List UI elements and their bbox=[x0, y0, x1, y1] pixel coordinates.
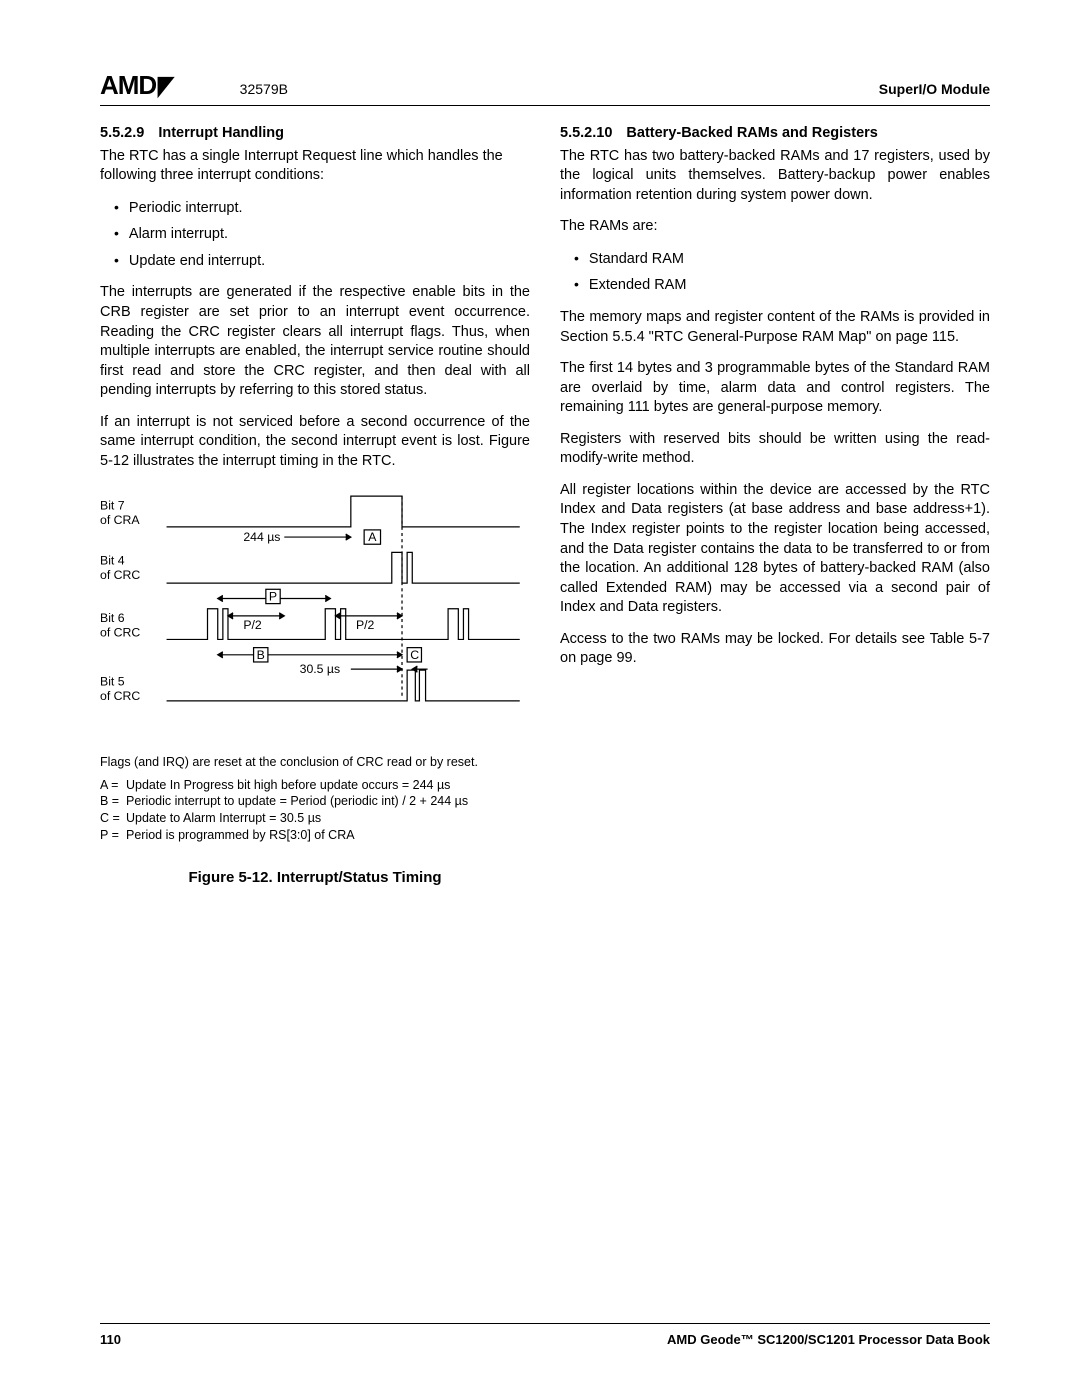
para: The RTC has two battery-backed RAMs and … bbox=[560, 147, 990, 206]
section-number: 5.5.2.9 bbox=[100, 124, 144, 144]
section-heading-right: 5.5.2.10 Battery-Backed RAMs and Register… bbox=[560, 124, 990, 144]
section-heading-left: 5.5.2.9 Interrupt Handling bbox=[100, 124, 530, 144]
svg-text:A: A bbox=[368, 531, 377, 545]
svg-text:Bit 6: Bit 6 bbox=[100, 611, 125, 625]
page-header: AMD◤ 32579B SuperI/O Module bbox=[100, 70, 990, 106]
timing-diagram-svg: Bit 7 of CRA 244 µs A Bit 4 of CRC bbox=[100, 491, 530, 737]
para: The RTC has a single Interrupt Request l… bbox=[100, 147, 530, 186]
doc-number: 32579B bbox=[240, 81, 288, 97]
svg-text:P: P bbox=[269, 590, 277, 604]
figure-caption: Figure 5-12. Interrupt/Status Timing bbox=[100, 868, 530, 888]
header-left: AMD◤ 32579B bbox=[100, 70, 288, 101]
svg-text:30.5 µs: 30.5 µs bbox=[300, 663, 340, 677]
figure-notes: Flags (and IRQ) are reset at the conclus… bbox=[100, 754, 530, 844]
section-title: Interrupt Handling bbox=[158, 125, 284, 141]
bullet-list: Periodic interrupt. Alarm interrupt. Upd… bbox=[114, 198, 530, 272]
figure-note: Flags (and IRQ) are reset at the conclus… bbox=[100, 754, 530, 771]
right-column: 5.5.2.10 Battery-Backed RAMs and Register… bbox=[560, 124, 990, 888]
svg-text:of CRC: of CRC bbox=[100, 568, 140, 582]
list-item: Standard RAM bbox=[574, 249, 990, 270]
svg-text:of CRA: of CRA bbox=[100, 513, 140, 527]
para: Registers with reserved bits should be w… bbox=[560, 430, 990, 469]
para: The first 14 bytes and 3 programmable by… bbox=[560, 359, 990, 418]
bullet-list: Standard RAM Extended RAM bbox=[574, 249, 990, 296]
section-number: 5.5.2.10 bbox=[560, 124, 612, 144]
svg-text:Bit 7: Bit 7 bbox=[100, 499, 125, 513]
figure-note: A =Update In Progress bit high before up… bbox=[100, 777, 530, 794]
para: The RAMs are: bbox=[560, 217, 990, 237]
list-item: Extended RAM bbox=[574, 275, 990, 296]
figure-note: C =Update to Alarm Interrupt = 30.5 µs bbox=[100, 810, 530, 827]
svg-text:of CRC: of CRC bbox=[100, 689, 140, 703]
module-title: SuperI/O Module bbox=[879, 81, 990, 97]
page: AMD◤ 32579B SuperI/O Module 5.5.2.9 Inter… bbox=[0, 0, 1080, 938]
figure-note: B =Periodic interrupt to update = Period… bbox=[100, 793, 530, 810]
content-columns: 5.5.2.9 Interrupt Handling The RTC has a … bbox=[100, 124, 990, 888]
svg-text:of CRC: of CRC bbox=[100, 626, 140, 640]
svg-text:244 µs: 244 µs bbox=[243, 531, 280, 545]
list-item: Alarm interrupt. bbox=[114, 224, 530, 245]
para: The memory maps and register content of … bbox=[560, 308, 990, 347]
list-item: Update end interrupt. bbox=[114, 251, 530, 272]
svg-text:Bit 5: Bit 5 bbox=[100, 675, 125, 689]
svg-text:Bit 4: Bit 4 bbox=[100, 554, 125, 568]
book-title: AMD Geode™ SC1200/SC1201 Processor Data … bbox=[667, 1332, 990, 1347]
para: The interrupts are generated if the resp… bbox=[100, 283, 530, 400]
section-title: Battery-Backed RAMs and Registers bbox=[626, 125, 877, 141]
para: Access to the two RAMs may be locked. Fo… bbox=[560, 630, 990, 669]
para: If an interrupt is not serviced before a… bbox=[100, 413, 530, 472]
page-number: 110 bbox=[100, 1332, 121, 1347]
figure-5-12: Bit 7 of CRA 244 µs A Bit 4 of CRC bbox=[100, 491, 530, 888]
svg-text:P/2: P/2 bbox=[356, 619, 375, 633]
svg-text:C: C bbox=[410, 648, 419, 662]
left-column: 5.5.2.9 Interrupt Handling The RTC has a … bbox=[100, 124, 530, 888]
svg-text:B: B bbox=[257, 648, 265, 662]
para: All register locations within the device… bbox=[560, 481, 990, 618]
figure-note: P =Period is programmed by RS[3:0] of CR… bbox=[100, 827, 530, 844]
list-item: Periodic interrupt. bbox=[114, 198, 530, 219]
amd-logo: AMD◤ bbox=[100, 70, 175, 100]
page-footer: 110 AMD Geode™ SC1200/SC1201 Processor D… bbox=[100, 1323, 990, 1347]
svg-text:P/2: P/2 bbox=[243, 619, 262, 633]
